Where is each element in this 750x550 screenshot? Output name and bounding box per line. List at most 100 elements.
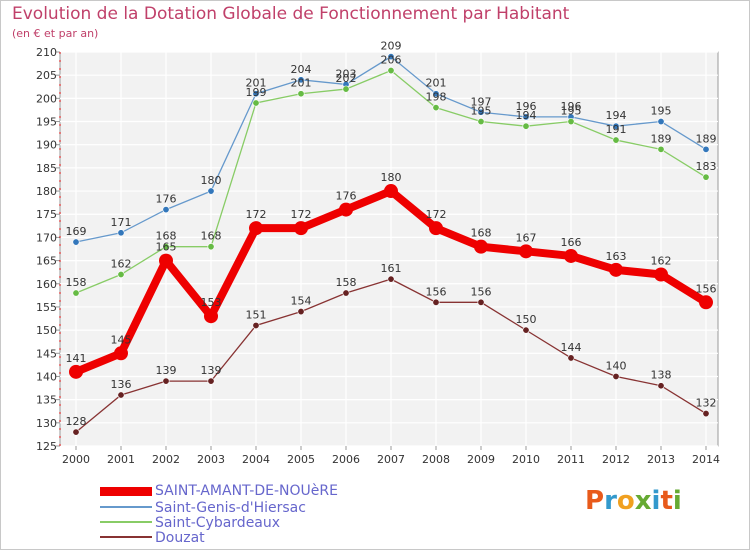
series-1-point: [252, 90, 260, 98]
legend-label-saint-cybardeaux: Saint-Cybardeaux: [155, 515, 281, 531]
x-tick-label: 2008: [422, 453, 450, 466]
y-tick-label: 195: [36, 116, 57, 129]
series-2-data-label: 206: [381, 54, 402, 67]
series-0-point: [204, 309, 218, 324]
series-0-point: [699, 295, 713, 310]
x-tick-label: 2010: [512, 453, 540, 466]
series-3-data-label: 132: [696, 397, 717, 410]
series-2-point: [477, 118, 485, 126]
series-2-data-label: 168: [201, 230, 222, 243]
series-2-data-label: 183: [696, 160, 717, 173]
series-1-point: [612, 122, 620, 130]
series-0-data-label: 145: [111, 333, 132, 346]
proxiti-logo: Proxiti: [585, 486, 682, 516]
logo-letter: o: [616, 486, 635, 516]
series-3-data-label: 144: [561, 341, 582, 354]
series-0-point: [249, 221, 263, 236]
y-tick-label: 140: [36, 370, 57, 383]
series-1-data-label: 197: [471, 95, 492, 108]
series-0-point: [339, 202, 353, 217]
x-tick-label: 2012: [602, 453, 630, 466]
legend-swatch-douzat: [100, 536, 152, 538]
series-2-point: [387, 67, 395, 75]
series-0-data-label: 156: [696, 282, 717, 295]
x-tick-label: 2005: [287, 453, 315, 466]
series-0-data-label: 180: [381, 171, 402, 184]
series-2-point: [522, 122, 530, 130]
series-3-point: [162, 377, 170, 385]
series-0-point: [159, 253, 173, 268]
series-1-point: [72, 238, 80, 246]
logo-letter: x: [634, 486, 652, 516]
series-2-data-label: 158: [66, 276, 87, 289]
series-0-data-label: 168: [471, 227, 492, 240]
series-0-data-label: 165: [156, 241, 177, 254]
series-3-data-label: 128: [66, 415, 87, 428]
series-2-data-label: 189: [651, 132, 672, 145]
series-2-point: [297, 90, 305, 98]
series-0-point: [294, 221, 308, 236]
series-1-point: [387, 53, 395, 61]
series-1-point: [207, 187, 215, 195]
series-1-point: [702, 145, 710, 153]
series-1-data-label: 171: [111, 216, 132, 229]
series-0-data-label: 166: [561, 236, 582, 249]
logo-letter: i: [672, 486, 682, 516]
series-2-data-label: 195: [471, 105, 492, 118]
logo-letter: r: [604, 486, 617, 516]
series-3-data-label: 161: [381, 262, 402, 275]
series-2-point: [207, 243, 215, 251]
series-1-data-label: 204: [291, 63, 312, 76]
y-tick-label: 165: [36, 255, 57, 268]
series-1-point: [162, 206, 170, 214]
series-2-point: [162, 243, 170, 251]
series-3-point: [432, 298, 440, 306]
series-0-point: [114, 346, 128, 361]
logo-letter: i: [651, 486, 661, 516]
chart-title: Evolution de la Dotation Globale de Fonc…: [12, 4, 570, 24]
y-tick-label: 170: [36, 231, 57, 244]
series-2-point: [702, 173, 710, 181]
series-1-data-label: 201: [246, 77, 267, 90]
y-tick-label: 150: [36, 324, 57, 337]
y-tick-label: 130: [36, 417, 57, 430]
legend-label-saint-amant: SAINT-AMANT-DE-NOUèRE: [155, 483, 338, 499]
series-2-point: [567, 118, 575, 126]
series-2-data-label: 168: [156, 230, 177, 243]
series-1-point: [117, 229, 125, 237]
series-2-data-label: 199: [246, 86, 267, 99]
series-3-point: [252, 321, 260, 329]
series-0-point: [69, 364, 83, 379]
series-3-point: [207, 377, 215, 385]
series-1-data-label: 180: [201, 174, 222, 187]
series-3-point: [567, 354, 575, 362]
series-3-data-label: 139: [201, 364, 222, 377]
series-2-data-label: 191: [606, 123, 627, 136]
series-0-data-label: 153: [201, 296, 222, 309]
plot-area: [59, 51, 719, 447]
series-0-data-label: 162: [651, 254, 672, 267]
y-tick-label: 200: [36, 92, 57, 105]
series-0-data-label: 163: [606, 250, 627, 263]
series-0-data-label: 172: [246, 208, 267, 221]
series-1-point: [297, 76, 305, 84]
series-2-data-label: 198: [426, 91, 447, 104]
series-3-data-label: 136: [111, 378, 132, 391]
x-tick-label: 2002: [152, 453, 180, 466]
series-2-data-label: 194: [516, 109, 537, 122]
series-1-data-label: 196: [516, 100, 537, 113]
series-0-data-label: 176: [336, 190, 357, 203]
series-2-data-label: 195: [561, 105, 582, 118]
x-tick-label: 2004: [242, 453, 270, 466]
series-3-point: [702, 410, 710, 418]
legend-label-douzat: Douzat: [155, 530, 205, 546]
series-2-data-label: 202: [336, 72, 357, 85]
series-2-point: [657, 145, 665, 153]
series-0-point: [474, 239, 488, 254]
series-2-data-label: 162: [111, 257, 132, 270]
x-tick-label: 2007: [377, 453, 405, 466]
y-tick-label: 175: [36, 208, 57, 221]
y-tick-label: 185: [36, 162, 57, 175]
series-2-point: [342, 85, 350, 93]
x-tick-label: 2011: [557, 453, 585, 466]
